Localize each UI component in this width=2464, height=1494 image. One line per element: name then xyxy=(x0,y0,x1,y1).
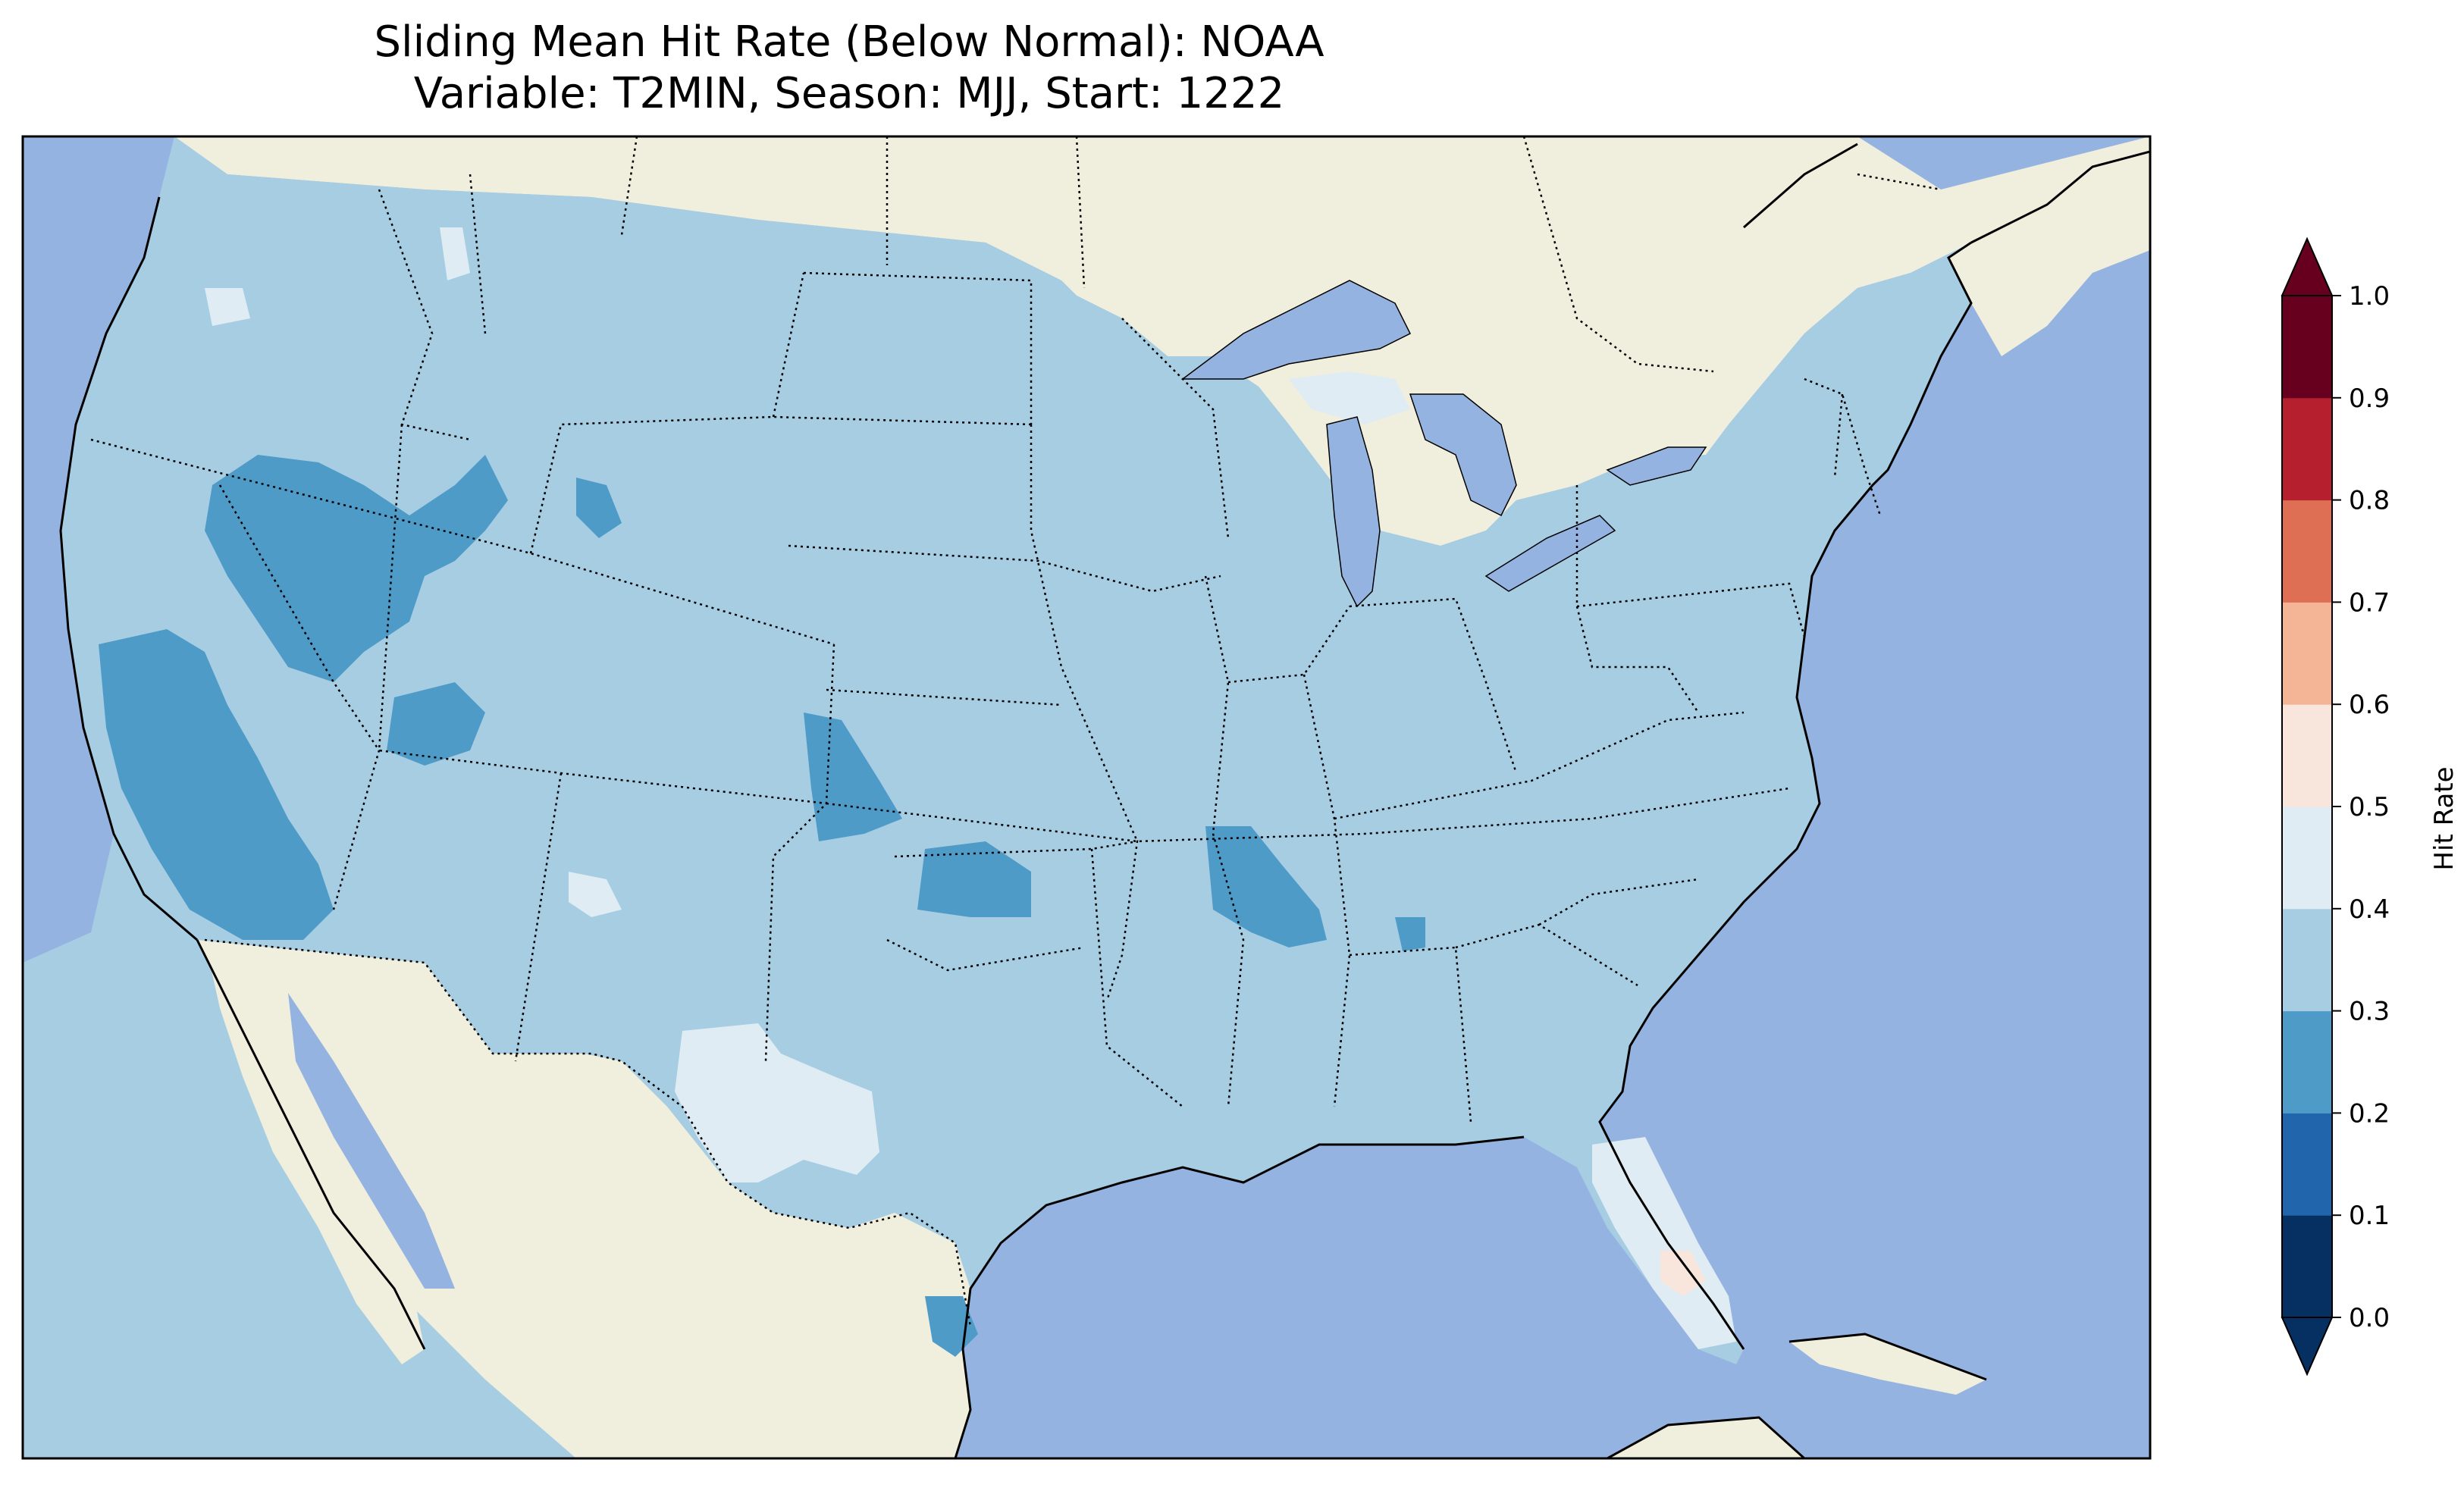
colorbar-bin-8 xyxy=(2282,397,2332,501)
lake-ontario xyxy=(1606,446,1707,486)
colorbar-bin-0 xyxy=(2282,1215,2332,1318)
colorbar-tick-label: 1.0 xyxy=(2349,281,2390,312)
colorbar-label: Hit Rate xyxy=(2429,766,2459,870)
patch-new-mexico xyxy=(569,872,622,917)
colorbar-bin-1 xyxy=(2282,1113,2332,1216)
mexico-landmass xyxy=(197,940,970,1458)
colorbar-tick-label: 0.2 xyxy=(2349,1098,2390,1129)
coastlines xyxy=(59,143,2150,1458)
title-line-2: Variable: T2MIN, Season: MJJ, Start: 122… xyxy=(413,69,1285,118)
cuba-landmass xyxy=(1789,1334,1986,1395)
colorbar-tick-label: 0.1 xyxy=(2349,1201,2390,1231)
colorbar-bin-3 xyxy=(2282,908,2332,1012)
colorbar-bin-4 xyxy=(2282,807,2332,910)
lake-erie xyxy=(1484,515,1616,592)
patch-california xyxy=(99,629,334,940)
patch-alabama xyxy=(1395,917,1425,951)
patch-wyoming xyxy=(576,478,622,538)
gulf-of-california xyxy=(288,993,455,1289)
great-lakes xyxy=(1180,280,1707,608)
title-line-1: Sliding Mean Hit Rate (Below Normal): NO… xyxy=(374,17,1324,67)
lake-michigan xyxy=(1326,416,1381,608)
international-borders xyxy=(204,136,1942,1327)
hit-rate-patches-0.4-0.5 xyxy=(205,227,1736,1349)
patch-washington xyxy=(205,288,250,326)
colorbar-tick-label: 0.8 xyxy=(2349,486,2390,516)
patch-south-florida xyxy=(1660,1251,1706,1296)
colorbar-tick-label: 0.6 xyxy=(2349,690,2390,720)
patch-arkansas xyxy=(1205,826,1327,947)
canada-landmass xyxy=(174,136,1971,546)
chart-title: Sliding Mean Hit Rate (Below Normal): NO… xyxy=(0,17,1698,120)
yucatan-landmass xyxy=(1607,1417,1804,1458)
patch-florida xyxy=(1592,1137,1736,1349)
patch-kansas xyxy=(804,713,902,841)
patch-west-texas xyxy=(675,1023,879,1182)
patch-great-basin xyxy=(205,455,508,682)
maritimes-landmass xyxy=(1941,136,2150,356)
colorbar-bin-2 xyxy=(2282,1010,2332,1113)
patch-utah xyxy=(387,682,485,766)
state-borders xyxy=(90,189,1882,1123)
colorbar-ticks: 0.0 0.1 0.2 0.3 0.4 0.5 0.6 0.7 0.8 0.9 1.0 xyxy=(2332,281,2390,1333)
patch-michigan-up xyxy=(1289,371,1410,424)
lake-huron xyxy=(1409,393,1517,517)
colorbar-bins xyxy=(2281,236,2334,1377)
colorbar-tick-label: 0.4 xyxy=(2349,894,2390,925)
colorbar-bin-7 xyxy=(2282,500,2332,603)
lake-superior xyxy=(1180,280,1412,380)
hit-rate-patches-0.5-0.6 xyxy=(1660,1251,1706,1296)
colorbar-bin-5 xyxy=(2282,704,2332,807)
colorbar-tick-label: 0.3 xyxy=(2349,997,2390,1027)
colorbar-bin-9 xyxy=(2282,296,2332,399)
colorbar-extend-min xyxy=(2281,1317,2334,1377)
map-border xyxy=(21,135,2152,1460)
patch-oklahoma xyxy=(917,841,1031,917)
patch-idaho xyxy=(440,227,470,280)
colorbar-extend-max xyxy=(2281,236,2334,296)
colorbar-tick-label: 0.9 xyxy=(2349,384,2390,414)
colorbar-tick-label: 0.7 xyxy=(2349,587,2390,618)
colorbar-bin-6 xyxy=(2282,602,2332,705)
colorbar-tick-label: 0.0 xyxy=(2349,1303,2390,1333)
colorbar-tick-label: 0.5 xyxy=(2349,792,2390,822)
